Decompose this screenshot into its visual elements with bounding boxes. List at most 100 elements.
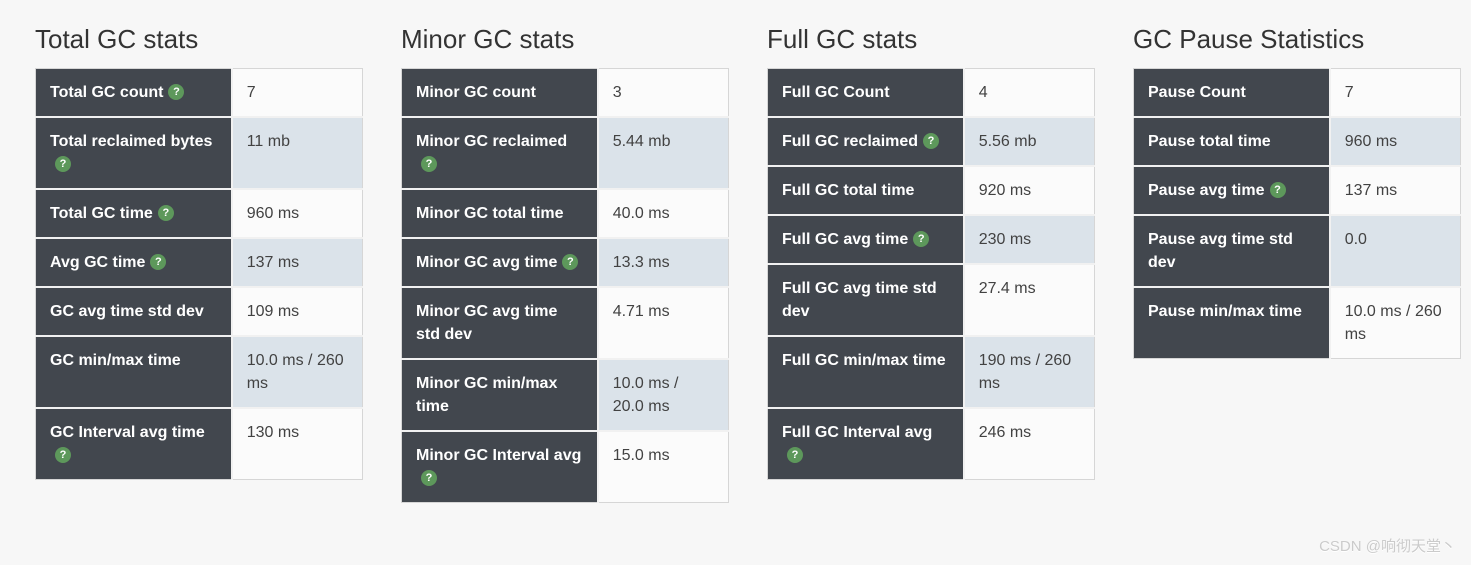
help-icon[interactable]: ? xyxy=(923,133,940,149)
table-row: Total GC count? 7 xyxy=(35,68,363,118)
stat-label: Full GC avg time std dev xyxy=(782,280,937,320)
help-icon[interactable]: ? xyxy=(55,156,71,172)
stat-label: Full GC avg time xyxy=(782,231,909,248)
gc-stats-section: GC Pause Statistics Pause Count 7 Pause … xyxy=(1133,24,1461,359)
table-body: Pause Count 7 Pause total time 960 ms Pa… xyxy=(1133,68,1461,359)
table-row: Minor GC total time 40.0 ms xyxy=(401,189,729,239)
stat-value-cell: 3 xyxy=(597,68,729,118)
help-icon[interactable]: ? xyxy=(150,254,167,270)
stat-value-cell: 4.71 ms xyxy=(597,287,729,360)
gc-stats-table: Pause Count 7 Pause total time 960 ms Pa… xyxy=(1133,68,1461,359)
gc-stats-table: Full GC Count 4 Full GC reclaimed? 5.56 … xyxy=(767,68,1095,480)
stat-label: Pause total time xyxy=(1148,133,1271,150)
table-row: Minor GC avg time std dev 4.71 ms xyxy=(401,287,729,360)
stat-label: Total GC time xyxy=(50,205,153,222)
stat-label: Pause Count xyxy=(1148,84,1246,101)
table-row: GC Interval avg time? 130 ms xyxy=(35,408,363,480)
stat-label-cell: Pause min/max time xyxy=(1133,287,1331,359)
table-row: Pause total time 960 ms xyxy=(1133,117,1461,167)
stat-label: GC avg time std dev xyxy=(50,303,204,320)
stat-label-cell: Full GC avg time std dev xyxy=(767,264,965,337)
help-icon[interactable]: ? xyxy=(157,205,174,221)
table-row: Total GC time? 960 ms xyxy=(35,189,363,239)
stat-label-cell: Pause Count xyxy=(1133,68,1331,118)
help-icon[interactable]: ? xyxy=(787,447,803,463)
table-row: Pause min/max time 10.0 ms / 260 ms xyxy=(1133,287,1461,359)
gc-stats-section: Minor GC stats Minor GC count 3 Minor GC… xyxy=(401,24,729,503)
stat-label: Full GC total time xyxy=(782,182,915,199)
table-row: Minor GC min/max time 10.0 ms / 20.0 ms xyxy=(401,359,729,432)
help-icon[interactable]: ? xyxy=(168,84,185,100)
stat-label: Avg GC time xyxy=(50,254,146,271)
stat-label: Minor GC avg time xyxy=(416,254,558,271)
stat-label: Pause avg time std dev xyxy=(1148,231,1293,271)
help-icon[interactable]: ? xyxy=(421,470,437,486)
stat-label-cell: Full GC reclaimed? xyxy=(767,117,965,167)
stat-value-cell: 960 ms xyxy=(1329,117,1461,167)
stat-label-cell: GC min/max time xyxy=(35,336,233,409)
table-row: Minor GC reclaimed? 5.44 mb xyxy=(401,117,729,190)
stat-label-cell: Pause avg time std dev xyxy=(1133,215,1331,288)
stat-label-cell: Pause avg time? xyxy=(1133,166,1331,216)
gc-tables-row: Total GC stats Total GC count? 7 Total r… xyxy=(35,24,1461,503)
stat-label-cell: Full GC Interval avg? xyxy=(767,408,965,480)
stat-value-cell: 960 ms xyxy=(231,189,363,239)
table-row: Full GC Count 4 xyxy=(767,68,1095,118)
table-row: Full GC avg time std dev 27.4 ms xyxy=(767,264,1095,337)
stat-value-cell: 5.44 mb xyxy=(597,117,729,190)
stat-value-cell: 27.4 ms xyxy=(963,264,1095,337)
gc-stats-section: Full GC stats Full GC Count 4 Full GC re… xyxy=(767,24,1095,480)
stat-label-cell: GC avg time std dev xyxy=(35,287,233,337)
table-row: Pause avg time? 137 ms xyxy=(1133,166,1461,216)
stat-value-cell: 7 xyxy=(1329,68,1461,118)
watermark-text: CSDN @响彻天堂丶 xyxy=(1319,538,1456,555)
table-row: Full GC total time 920 ms xyxy=(767,166,1095,216)
table-row: Minor GC count 3 xyxy=(401,68,729,118)
stat-value-cell: 137 ms xyxy=(231,238,363,288)
table-row: Pause Count 7 xyxy=(1133,68,1461,118)
stat-label: Minor GC min/max time xyxy=(416,375,558,415)
help-icon[interactable]: ? xyxy=(562,254,579,270)
stat-label-cell: GC Interval avg time? xyxy=(35,408,233,480)
stat-label: Pause avg time xyxy=(1148,182,1265,199)
help-icon[interactable]: ? xyxy=(55,447,71,463)
stat-value-cell: 190 ms / 260 ms xyxy=(963,336,1095,409)
stat-value-cell: 0.0 xyxy=(1329,215,1461,288)
table-row: Minor GC Interval avg? 15.0 ms xyxy=(401,431,729,503)
stat-label-cell: Pause total time xyxy=(1133,117,1331,167)
table-title: GC Pause Statistics xyxy=(1133,24,1365,54)
table-body: Total GC count? 7 Total reclaimed bytes?… xyxy=(35,68,363,480)
help-icon[interactable]: ? xyxy=(1269,182,1286,198)
stat-label: Pause min/max time xyxy=(1148,303,1302,320)
table-body: Minor GC count 3 Minor GC reclaimed? 5.4… xyxy=(401,68,729,503)
table-row: GC min/max time 10.0 ms / 260 ms xyxy=(35,336,363,409)
stat-value-cell: 4 xyxy=(963,68,1095,118)
table-row: Avg GC time? 137 ms xyxy=(35,238,363,288)
stat-value-cell: 13.3 ms xyxy=(597,238,729,288)
help-icon[interactable]: ? xyxy=(421,156,437,172)
stat-value-cell: 230 ms xyxy=(963,215,1095,265)
gc-stats-table: Total GC count? 7 Total reclaimed bytes?… xyxy=(35,68,363,480)
stat-label-cell: Minor GC total time xyxy=(401,189,599,239)
stat-label: Full GC reclaimed xyxy=(782,133,919,150)
stat-label-cell: Avg GC time? xyxy=(35,238,233,288)
stat-label: Total reclaimed bytes xyxy=(50,133,213,150)
stat-label: Minor GC reclaimed xyxy=(416,133,568,150)
help-icon[interactable]: ? xyxy=(913,231,930,247)
stat-label-cell: Full GC min/max time xyxy=(767,336,965,409)
stat-label-cell: Full GC Count xyxy=(767,68,965,118)
stat-label-cell: Minor GC reclaimed? xyxy=(401,117,599,190)
stat-value-cell: 10.0 ms / 260 ms xyxy=(1329,287,1461,359)
stat-label: Full GC Count xyxy=(782,84,890,101)
table-row: Pause avg time std dev 0.0 xyxy=(1133,215,1461,288)
stat-value-cell: 5.56 mb xyxy=(963,117,1095,167)
table-body: Full GC Count 4 Full GC reclaimed? 5.56 … xyxy=(767,68,1095,480)
stat-label-cell: Full GC avg time? xyxy=(767,215,965,265)
stat-value-cell: 10.0 ms / 20.0 ms xyxy=(597,359,729,432)
stat-label: Full GC Interval avg xyxy=(782,424,933,441)
table-row: Total reclaimed bytes? 11 mb xyxy=(35,117,363,190)
stat-value-cell: 109 ms xyxy=(231,287,363,337)
stat-label-cell: Full GC total time xyxy=(767,166,965,216)
stat-label: Total GC count xyxy=(50,84,164,101)
gc-stats-table: Minor GC count 3 Minor GC reclaimed? 5.4… xyxy=(401,68,729,503)
